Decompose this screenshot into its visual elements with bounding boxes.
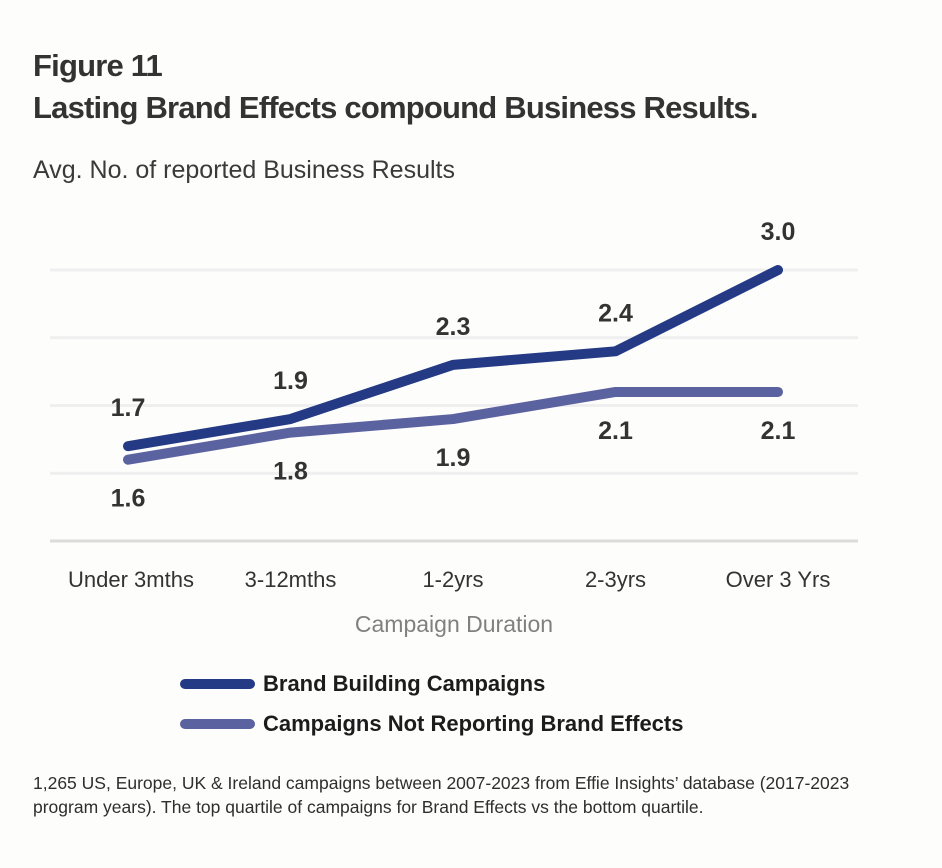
legend-item-brand-building: Brand Building Campaigns: [180, 664, 683, 704]
data-label: 1.9: [273, 367, 308, 395]
data-label: 1.7: [111, 394, 146, 422]
data-label: 1.9: [436, 444, 471, 472]
x-tick-label: 2-3yrs: [585, 567, 646, 592]
data-label: 2.1: [761, 417, 796, 445]
legend-item-not-reporting: Campaigns Not Reporting Brand Effects: [180, 704, 683, 744]
data-labels: 1.7 1.9 2.3 2.4 3.0 1.6 1.8 1.9 2.1 2.1: [111, 218, 796, 513]
legend-swatch-brand-building: [180, 679, 255, 689]
series-lines: [123, 265, 783, 465]
footnote: 1,265 US, Europe, UK & Ireland campaigns…: [33, 773, 850, 817]
x-tick-labels: Under 3mths 3-12mths 1-2yrs 2-3yrs Over 3 Yr…: [68, 567, 830, 592]
gridlines: [50, 268, 858, 543]
data-label: 1.8: [273, 458, 308, 486]
data-label: 1.6: [111, 485, 146, 513]
data-label: 2.3: [436, 313, 471, 341]
figure-label: Figure 11: [33, 48, 163, 83]
y-axis-title: Avg. No. of reported Business Results: [33, 156, 455, 184]
data-label: 2.1: [598, 417, 633, 445]
x-tick-label: 3-12mths: [245, 567, 337, 592]
line-chart: 1.7 1.9 2.3 2.4 3.0 1.6 1.8 1.9 2.1 2.1 Under 3mt…: [50, 218, 858, 637]
x-tick-label: Over 3 Yrs: [726, 567, 831, 592]
legend: Brand Building Campaigns Campaigns Not R…: [180, 664, 683, 744]
series-line-brand-building: [123, 265, 783, 452]
x-tick-label: Under 3mths: [68, 567, 194, 592]
data-label: 3.0: [761, 218, 796, 246]
chart-title: Lasting Brand Effects compound Business …: [33, 90, 758, 125]
legend-label: Brand Building Campaigns: [263, 671, 546, 696]
x-axis-title: Campaign Duration: [355, 611, 553, 637]
legend-swatch-not-reporting: [180, 719, 255, 729]
legend-label: Campaigns Not Reporting Brand Effects: [263, 711, 684, 736]
data-label: 2.4: [598, 299, 633, 327]
x-tick-label: 1-2yrs: [422, 567, 483, 592]
series-line-not-reporting: [123, 386, 783, 465]
